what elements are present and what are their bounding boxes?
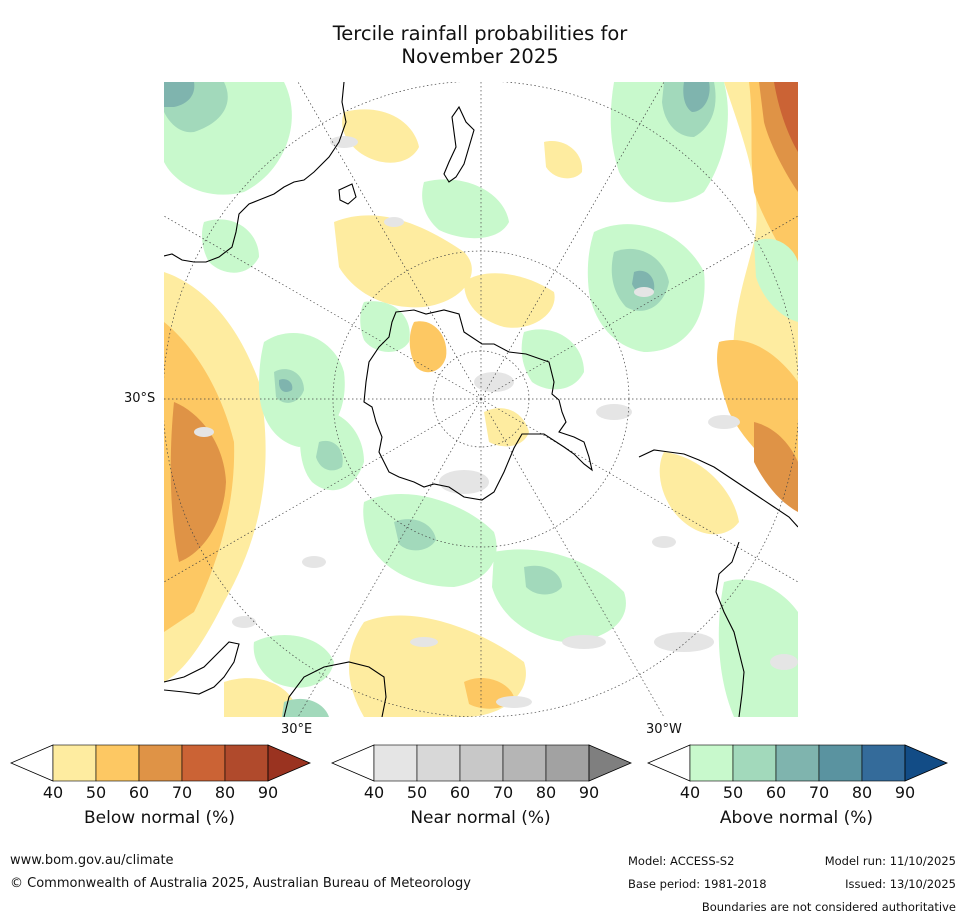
title-line-2: November 2025: [401, 45, 559, 68]
model-name: Model: ACCESS-S2: [628, 854, 735, 868]
near-normal-colorbar-label: Near normal (%): [410, 808, 551, 828]
above-normal-colorbar-segment: [689, 744, 734, 782]
map-title: Tercile rainfall probabilities for Novem…: [160, 22, 800, 68]
below-normal-colorbar: [10, 744, 311, 782]
near-normal-colorbar-tick: 50: [406, 783, 428, 802]
above-normal-colorbar-tick: 40: [679, 783, 701, 802]
near-normal-colorbar: [331, 744, 632, 782]
near-normal-colorbar-min-extend: [331, 744, 375, 782]
new-zealand-coastline: [443, 105, 475, 183]
model-run: Model run: 11/10/2025: [824, 854, 956, 868]
above-normal-colorbar-tick: 60: [765, 783, 787, 802]
below-normal-colorbar-tick: 90: [257, 783, 279, 802]
near-normal-colorbar-tick: 70: [492, 783, 514, 802]
above-normal-colorbar: [647, 744, 948, 782]
issued-date: Issued: 13/10/2025: [845, 877, 956, 891]
longitude-label-30w: 30°W: [646, 722, 682, 737]
above-normal-colorbar-label: Above normal (%): [719, 808, 874, 828]
below-normal-colorbar-tick: 40: [42, 783, 64, 802]
below-normal-colorbar-segment: [95, 744, 140, 782]
coastlines: [164, 82, 798, 717]
africa-coastline: [164, 641, 387, 717]
below-normal-colorbar-segment: [181, 744, 226, 782]
above-normal-colorbar-max-extend: [904, 744, 948, 782]
near-normal-colorbar-segment: [459, 744, 504, 782]
above-normal-colorbar-segment: [732, 744, 777, 782]
near-normal-regions: [194, 136, 798, 708]
above-normal-colorbar-tick: 50: [722, 783, 744, 802]
website-link[interactable]: www.bom.gov.au/climate: [10, 853, 174, 868]
above-normal-colorbar-tick: 80: [851, 783, 873, 802]
below-normal-colorbar-segment: [224, 744, 269, 782]
below-normal-colorbar-label: Below normal (%): [84, 808, 235, 828]
below-normal-colorbar-segment: [52, 744, 97, 782]
above-normal-colorbar-tick: 70: [808, 783, 830, 802]
australia-coastline: [164, 82, 347, 263]
title-line-1: Tercile rainfall probabilities for: [332, 22, 628, 45]
above-normal-colorbar-segment: [818, 744, 863, 782]
above-normal-colorbar-tick: 90: [894, 783, 916, 802]
below-normal-regions: [164, 82, 798, 717]
copyright-text: © Commonwealth of Australia 2025, Austra…: [10, 876, 471, 891]
below-normal-colorbar-tick: 80: [214, 783, 236, 802]
south-america-coastline: [638, 449, 798, 717]
below-normal-colorbar-min-extend: [10, 744, 54, 782]
near-normal-colorbar-segment: [373, 744, 418, 782]
above-normal-regions: [164, 82, 798, 717]
near-normal-colorbar-segment: [502, 744, 547, 782]
boundaries-disclaimer: Boundaries are not considered authoritat…: [701, 900, 956, 914]
graticule: [164, 82, 798, 717]
near-normal-colorbar-tick: 60: [449, 783, 471, 802]
near-normal-colorbar-max-extend: [588, 744, 632, 782]
above-normal-colorbar-segment: [861, 744, 906, 782]
near-normal-colorbar-tick: 40: [363, 783, 385, 802]
rainfall-probability-map: [164, 82, 798, 717]
above-normal-colorbar-min-extend: [647, 744, 691, 782]
below-normal-colorbar-tick: 50: [85, 783, 107, 802]
below-normal-colorbar-tick: 70: [171, 783, 193, 802]
below-normal-colorbar-max-extend: [267, 744, 311, 782]
near-normal-colorbar-tick: 90: [578, 783, 600, 802]
below-normal-colorbar-tick: 60: [128, 783, 150, 802]
antarctica-coastline: [363, 309, 593, 501]
near-normal-colorbar-segment: [416, 744, 461, 782]
longitude-label-30e: 30°E: [281, 722, 313, 737]
near-normal-colorbar-segment: [545, 744, 590, 782]
above-normal-colorbar-segment: [775, 744, 820, 782]
near-normal-colorbar-tick: 80: [535, 783, 557, 802]
latitude-label-30s: 30°S: [124, 391, 156, 406]
below-normal-colorbar-segment: [138, 744, 183, 782]
tasmania-coastline: [338, 183, 357, 205]
base-period: Base period: 1981-2018: [628, 877, 767, 891]
